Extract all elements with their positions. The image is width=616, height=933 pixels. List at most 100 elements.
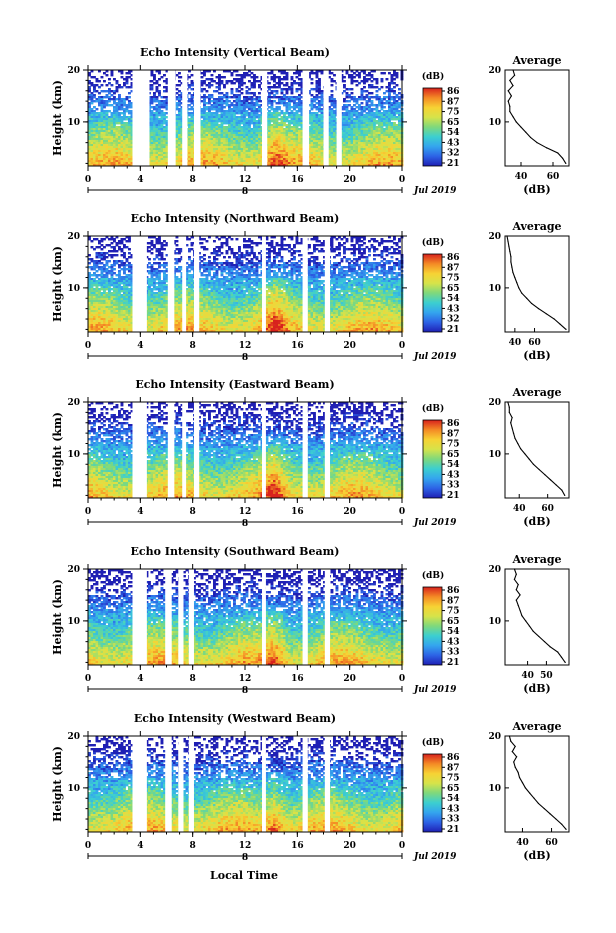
heatmap-cell (346, 100, 349, 102)
heatmap-cell (178, 90, 181, 92)
heatmap-cell (383, 106, 386, 108)
heatmap-cell (231, 74, 234, 76)
heatmap-cell (153, 82, 156, 84)
heatmap-cell (331, 84, 334, 86)
heatmap-cell (248, 74, 251, 76)
heatmap-cell (356, 74, 359, 76)
heatmap-cell (236, 74, 239, 76)
heatmap-cell (281, 82, 284, 84)
heatmap-cell (273, 100, 276, 102)
heatmap-cell (273, 80, 276, 82)
heatmap-cell (228, 80, 231, 82)
heatmap-cell (128, 96, 131, 98)
heatmap-cell (371, 76, 374, 78)
heatmap-cell (116, 98, 119, 100)
heatmap-cell (366, 96, 369, 98)
heatmap-cell (371, 92, 374, 94)
heatmap-cell (123, 84, 126, 86)
heatmap-cell (331, 90, 334, 92)
heatmap-cell (248, 88, 251, 90)
heatmap-cell (256, 80, 259, 82)
heatmap-cell (251, 86, 254, 88)
heatmap-cell (121, 76, 124, 78)
heatmap-cell (318, 92, 321, 94)
heatmap-cell (121, 86, 124, 88)
heatmap-cell (151, 106, 154, 108)
heatmap-cell (398, 88, 401, 90)
heatmap-cell (386, 78, 389, 80)
heatmap-cell (276, 92, 279, 94)
heatmap-cell (228, 100, 231, 102)
heatmap-cell (211, 96, 214, 98)
heatmap-cell (343, 108, 346, 110)
heatmap-cell (378, 104, 381, 106)
heatmap-cell (221, 82, 224, 84)
heatmap-cell (126, 72, 129, 74)
heatmap-cell (178, 84, 181, 86)
heatmap-cell (123, 104, 126, 106)
heatmap-cell (151, 80, 154, 82)
heatmap-cell (348, 100, 351, 102)
heatmap-cell (93, 76, 96, 78)
heatmap-cell (313, 100, 316, 102)
heatmap-cell (111, 90, 114, 92)
heatmap-cell (396, 76, 399, 78)
heatmap-cell (316, 102, 319, 104)
heatmap-cell (376, 86, 379, 88)
heatmap-cell (91, 84, 94, 86)
heatmap-cell (383, 92, 386, 94)
heatmap-cell (288, 108, 291, 110)
heatmap-cell (376, 90, 379, 92)
heatmap-cell (126, 82, 129, 84)
heatmap-cell (398, 92, 401, 94)
heatmap-cell (108, 100, 111, 102)
figure-canvas: Echo Intensity (Vertical Beam)2010Height… (0, 0, 616, 929)
heatmap-cell (151, 88, 154, 90)
heatmap-cell (393, 78, 396, 80)
heatmap-cell (371, 104, 374, 106)
heatmap-cell (398, 106, 401, 108)
heatmap-cell (333, 106, 336, 108)
heatmap-cell (316, 108, 319, 110)
heatmap-cell (281, 92, 284, 94)
heatmap-cell (386, 96, 389, 98)
beam-panel-1: Echo Intensity (Vertical Beam)2010Height… (51, 46, 569, 197)
heatmap-cell (393, 86, 396, 88)
heatmap-cell (201, 100, 204, 102)
heatmap-cell (313, 106, 316, 108)
heatmap-cell (358, 98, 361, 100)
heatmap-cell (121, 112, 124, 114)
heatmap-cell (213, 90, 216, 92)
heatmap-cell (201, 76, 204, 78)
heatmap-cell (108, 82, 111, 84)
heatmap-cell (178, 80, 181, 82)
heatmap-cell (346, 96, 349, 98)
heatmap-cell (226, 82, 229, 84)
heatmap-cell (348, 96, 351, 98)
heatmap-cell (231, 104, 234, 106)
heatmap-cell (293, 82, 296, 84)
heatmap-cell (238, 86, 241, 88)
heatmap-cell (211, 84, 214, 86)
heatmap-cell (98, 92, 101, 94)
heatmap-cell (331, 80, 334, 82)
heatmap-cell (151, 74, 154, 76)
heatmap-cell (126, 86, 129, 88)
heatmap-cell (208, 102, 211, 104)
heatmap-cell (113, 78, 116, 80)
heatmap-cell (233, 100, 236, 102)
heatmap-cell (216, 82, 219, 84)
heatmap-cell (178, 72, 181, 74)
heatmap-cell (343, 100, 346, 102)
heatmap-cell (206, 108, 209, 110)
heatmap-cell (213, 108, 216, 110)
heatmap-cell (296, 82, 299, 84)
heatmap-cell (111, 94, 114, 96)
heatmap-cell (361, 98, 364, 100)
heatmap-cell (356, 80, 359, 82)
heatmap-cell (161, 76, 164, 78)
heatmap-cell (211, 80, 214, 82)
heatmap-cell (111, 98, 114, 100)
heatmap-cell (236, 90, 239, 92)
heatmap-cell (348, 104, 351, 106)
